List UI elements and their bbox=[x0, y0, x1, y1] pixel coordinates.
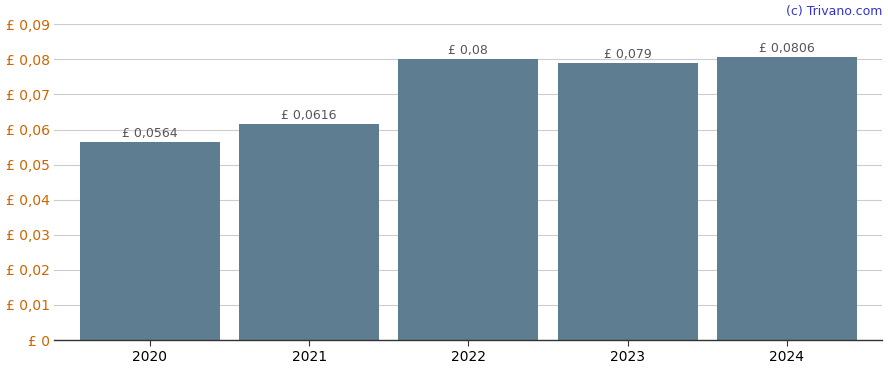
Bar bbox=[80, 142, 220, 340]
Bar bbox=[399, 59, 538, 340]
Text: (c) Trivano.com: (c) Trivano.com bbox=[786, 5, 883, 18]
Bar bbox=[717, 57, 857, 340]
Text: £ 0,0806: £ 0,0806 bbox=[759, 42, 815, 55]
Text: £ 0,079: £ 0,079 bbox=[604, 48, 652, 61]
Bar bbox=[239, 124, 379, 340]
Text: £ 0,0564: £ 0,0564 bbox=[123, 127, 178, 140]
Text: £ 0,08: £ 0,08 bbox=[448, 44, 488, 57]
Text: £ 0,0616: £ 0,0616 bbox=[281, 109, 337, 122]
Bar bbox=[558, 63, 698, 340]
